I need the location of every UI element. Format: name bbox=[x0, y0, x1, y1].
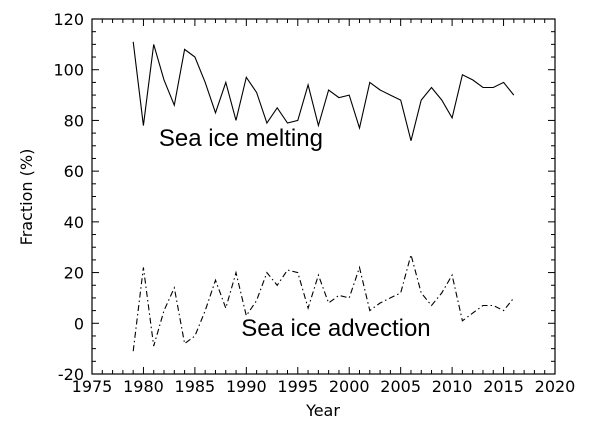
x-axis-title: Year bbox=[305, 401, 340, 420]
x-tick-label: 2010 bbox=[432, 377, 473, 396]
x-tick-label: 2000 bbox=[329, 377, 370, 396]
annotations: Sea ice melting Sea ice advection bbox=[159, 125, 431, 342]
y-tick-label: -20 bbox=[58, 365, 84, 384]
x-tick-label: 1995 bbox=[277, 377, 318, 396]
y-tick-label: 80 bbox=[64, 111, 84, 130]
series-line-melting bbox=[132, 41, 515, 141]
x-tick-label: 1990 bbox=[226, 377, 267, 396]
annotation-sea-ice-advection: Sea ice advection bbox=[241, 315, 430, 342]
y-tick-label: 20 bbox=[64, 264, 84, 283]
series-lines bbox=[132, 41, 515, 352]
x-tick-label: 2020 bbox=[535, 377, 576, 396]
x-axis-tick-labels: 1975 1980 1985 1990 1995 2000 2005 2010 2015 2020 bbox=[72, 377, 576, 396]
y-axis-ticks bbox=[92, 18, 555, 375]
y-tick-label: 40 bbox=[64, 213, 84, 232]
annotation-sea-ice-melting: Sea ice melting bbox=[159, 125, 323, 152]
x-tick-label: 2005 bbox=[380, 377, 421, 396]
x-tick-label: 1975 bbox=[72, 377, 113, 396]
x-tick-label: 1980 bbox=[123, 377, 164, 396]
y-tick-label: 60 bbox=[64, 162, 84, 181]
y-tick-label: 0 bbox=[74, 314, 84, 333]
y-axis-title: Fraction (%) bbox=[17, 149, 36, 246]
x-axis-ticks bbox=[91, 19, 556, 374]
y-tick-label: 100 bbox=[53, 61, 84, 80]
series-line-advection bbox=[132, 252, 515, 352]
y-axis-tick-labels: -20 0 20 40 60 80 100 120 bbox=[53, 10, 84, 384]
x-tick-label: 1985 bbox=[175, 377, 216, 396]
x-tick-label: 2015 bbox=[483, 377, 524, 396]
y-tick-label: 120 bbox=[53, 10, 84, 29]
